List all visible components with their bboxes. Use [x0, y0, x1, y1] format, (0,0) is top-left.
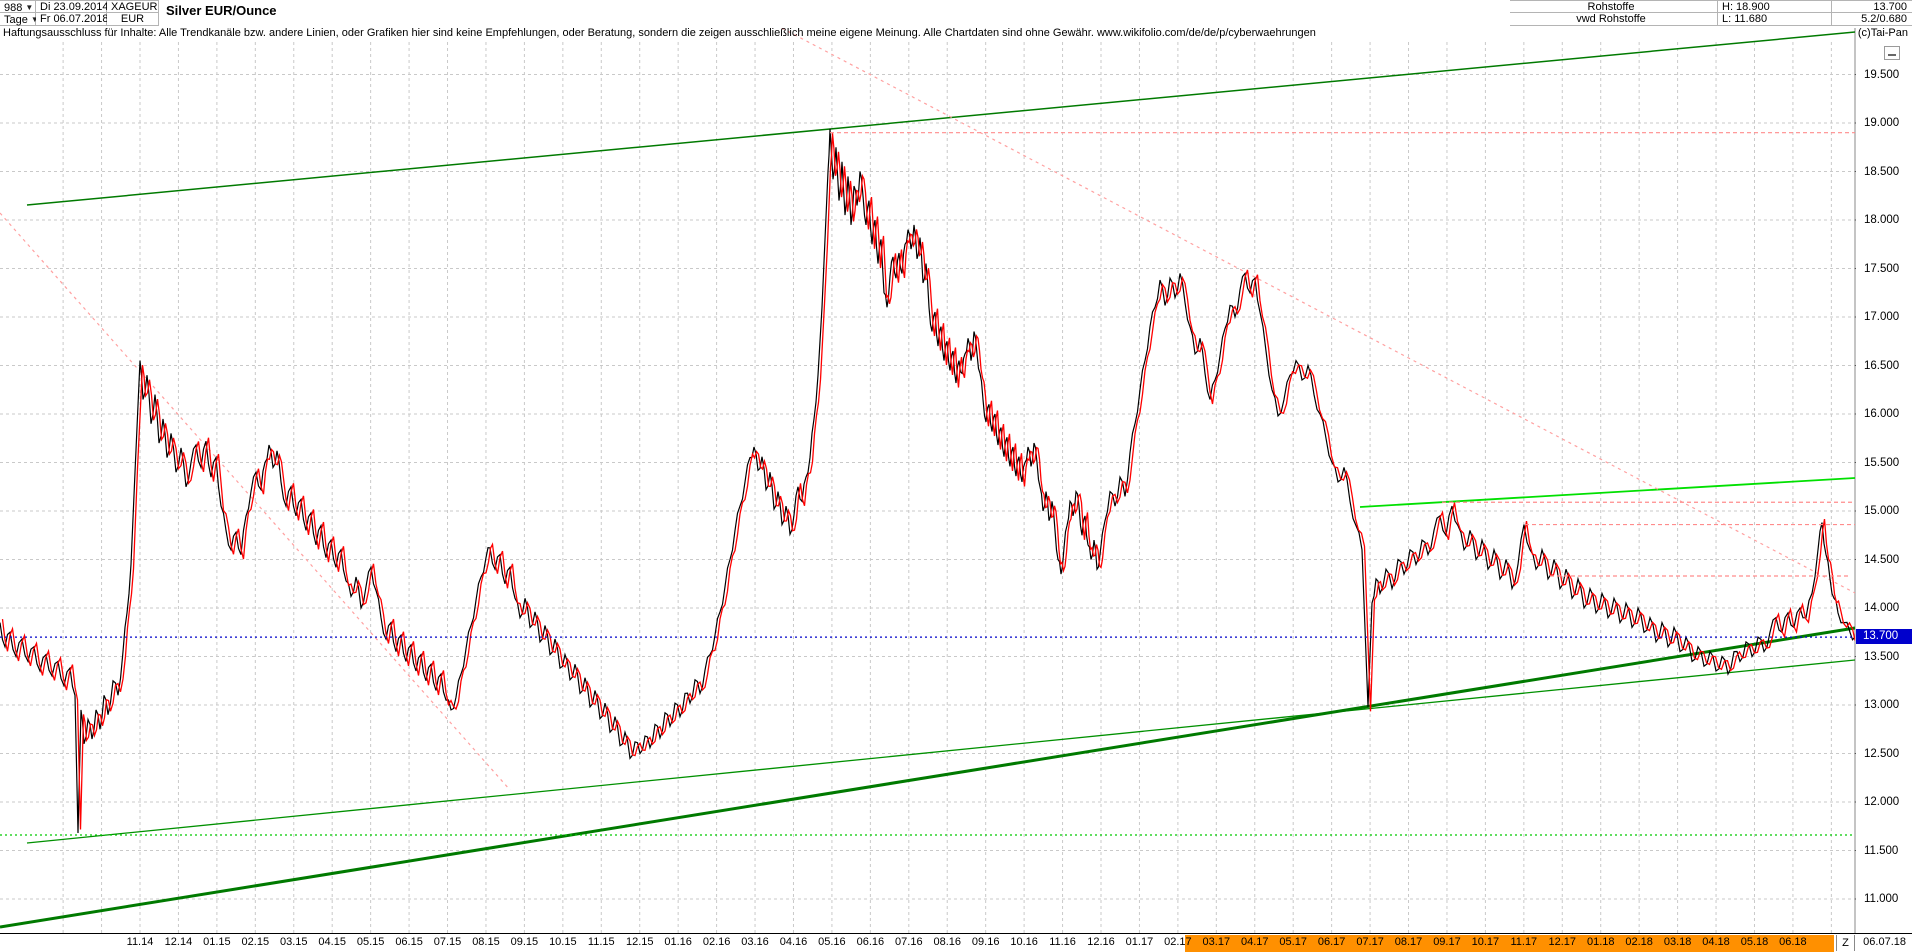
time-axis-label: 10.17 — [1471, 936, 1500, 948]
zoom-mode-button[interactable]: Z — [1836, 935, 1855, 951]
bars-count-value: 988 — [4, 2, 23, 14]
trendline-layer — [0, 28, 1855, 929]
price-axis-label: 14.000 — [1864, 602, 1900, 614]
grid-layer — [0, 28, 1860, 933]
price-axis-label: 15.000 — [1864, 505, 1900, 517]
copyright-label: (c)Tai-Pan — [1857, 27, 1908, 39]
category-cell: Rohstoffe — [1510, 0, 1718, 13]
price-axis-label: 14.500 — [1864, 553, 1900, 566]
price-axis-label: 18.000 — [1864, 214, 1900, 226]
time-axis-label: 07.15 — [433, 936, 462, 948]
time-axis-label: 05.18 — [1740, 936, 1769, 948]
price-axis-label: 12.000 — [1864, 796, 1900, 808]
time-axis-label: 11.16 — [1049, 936, 1076, 948]
end-date-cell: Fr 06.07.2018 — [36, 13, 109, 26]
price-series-layer — [0, 128, 1855, 834]
time-axis-label: 06.15 — [395, 936, 423, 948]
price-line-black — [0, 128, 1855, 834]
time-axis-label: 02.17 — [1164, 936, 1192, 948]
time-axis-label: 04.18 — [1702, 936, 1730, 948]
time-axis-label: 01.16 — [664, 936, 692, 948]
time-axis-label: 07.17 — [1356, 936, 1384, 948]
source-cell: vwd Rohstoffe — [1510, 13, 1718, 26]
price-axis-label: 17.000 — [1864, 311, 1900, 323]
time-axis-label: 04.15 — [318, 936, 346, 948]
price-axis-label: 16.000 — [1864, 408, 1900, 420]
price-axis-label: 13.000 — [1864, 699, 1900, 711]
disclaimer-text: Haftungsausschluss für Inhalte: Alle Tre… — [3, 27, 1316, 39]
price-axis-label: 11.500 — [1864, 844, 1899, 857]
time-axis-label: 04.17 — [1240, 936, 1269, 948]
bars-count-dropdown[interactable]: 988 ▼ — [0, 0, 36, 14]
price-axis-label: 19.000 — [1864, 117, 1900, 129]
time-axis[interactable]: Z 06.07.18 11.14 12.14 01.15 02.15 03.15 04.1… — [0, 933, 1912, 952]
time-axis-label: 05.15 — [356, 936, 385, 948]
time-axis-label: 11.14 — [126, 936, 154, 948]
price-axis-label: 19.500 — [1864, 68, 1900, 81]
price-axis[interactable]: 13.700 19.500 19.000 18.500 18.000 17.500 17.… — [1856, 40, 1912, 933]
time-axis-label: 01.15 — [203, 936, 231, 948]
time-axis-label: 11.15 — [587, 936, 615, 948]
price-axis-label: 16.500 — [1864, 359, 1900, 372]
start-date-cell: Di 23.09.2014 — [36, 0, 109, 13]
time-axis-label: 10.15 — [549, 936, 577, 948]
time-axis-label: 06.16 — [856, 936, 885, 948]
time-axis-label: 03.15 — [279, 936, 308, 948]
time-axis-label: 12.15 — [625, 936, 654, 948]
price-axis-label: 17.500 — [1864, 262, 1900, 275]
currency-cell: EUR — [107, 13, 159, 26]
time-axis-label: 03.17 — [1202, 936, 1231, 948]
time-axis-label: 08.15 — [472, 936, 500, 948]
price-axis-label: 18.500 — [1864, 165, 1900, 178]
time-axis-label: 06.18 — [1779, 936, 1807, 948]
time-axis-label: 09.17 — [1433, 936, 1461, 948]
time-axis-label: 06.17 — [1317, 936, 1346, 948]
time-axis-label: 04.16 — [779, 936, 808, 948]
price-axis-label: 12.500 — [1864, 747, 1900, 760]
chevron-down-icon: ▼ — [30, 15, 39, 24]
time-axis-label: 10.16 — [1010, 936, 1038, 948]
time-axis-label: 05.16 — [818, 936, 846, 948]
period-dropdown[interactable]: Tage ▼ — [0, 13, 39, 26]
time-axis-label: 03.18 — [1663, 936, 1692, 948]
selected-range-highlight — [1185, 935, 1834, 952]
time-axis-label: 08.16 — [933, 936, 961, 948]
price-axis-label: 13.500 — [1864, 650, 1900, 663]
time-axis-label: 01.18 — [1586, 936, 1615, 948]
axis-end-date: 06.07.18 — [1863, 936, 1906, 948]
price-axis-label: 15.500 — [1864, 456, 1900, 469]
time-axis-label: 09.16 — [971, 936, 1000, 948]
last-price-badge: 13.700 — [1856, 629, 1912, 645]
collapse-panel-icon[interactable] — [1884, 46, 1900, 60]
high-cell: H: 18.900 — [1718, 0, 1832, 13]
time-axis-label: 08.17 — [1394, 936, 1423, 948]
low-cell: L: 11.680 — [1718, 13, 1832, 26]
time-axis-label: 12.17 — [1548, 936, 1577, 948]
time-axis-label: 03.16 — [741, 936, 769, 948]
time-axis-label: 11.17 — [1510, 936, 1538, 948]
period-value: Tage — [4, 14, 28, 26]
page-title: Silver EUR/Ounce — [166, 3, 277, 18]
time-axis-label: 01.17 — [1125, 936, 1154, 948]
time-axis-label: 02.18 — [1625, 936, 1653, 948]
time-axis-label: 12.14 — [164, 936, 193, 948]
time-axis-label: 02.16 — [702, 936, 731, 948]
price-axis-label: 11.000 — [1864, 893, 1899, 905]
last-price-cell: 13.700 — [1832, 0, 1912, 13]
time-axis-label: 02.15 — [241, 936, 270, 948]
time-axis-label: 09.15 — [510, 936, 539, 948]
symbol-cell: XAGEUR — [107, 0, 159, 13]
time-axis-label: 12.16 — [1087, 936, 1115, 948]
level-lines-layer — [0, 132, 1855, 836]
chart-header: 988 ▼ Di 23.09.2014 XAGEUR Tage ▼ Fr 06.07… — [0, 0, 1912, 26]
chevron-down-icon: ▼ — [25, 3, 34, 12]
price-line-red — [1, 133, 1855, 830]
range-info-cell: 5.2/0.680 — [1832, 13, 1912, 26]
time-axis-label: 07.16 — [895, 936, 923, 948]
time-axis-label: 05.17 — [1279, 936, 1307, 948]
